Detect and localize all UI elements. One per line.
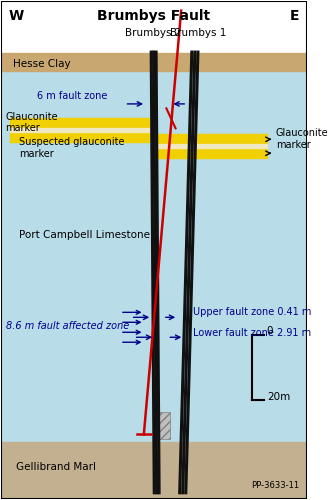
Bar <box>158 148 267 158</box>
Bar <box>10 132 149 142</box>
Text: 6 m fault zone: 6 m fault zone <box>37 92 108 102</box>
Bar <box>10 118 149 128</box>
Text: Brumbys Fault: Brumbys Fault <box>97 8 210 22</box>
Bar <box>1 70 307 442</box>
Text: Suspected glauconite
marker: Suspected glauconite marker <box>19 137 125 158</box>
Text: 0: 0 <box>267 326 273 336</box>
Text: PP-3633-11: PP-3633-11 <box>251 482 299 490</box>
Bar <box>1 53 307 70</box>
Bar <box>158 144 267 148</box>
Bar <box>1 0 307 53</box>
Text: Glauconite
marker: Glauconite marker <box>276 128 329 150</box>
Bar <box>158 134 267 144</box>
Text: 8.6 m fault affected zone: 8.6 m fault affected zone <box>6 321 130 331</box>
Bar <box>10 128 149 132</box>
Text: Brumbys 1: Brumbys 1 <box>170 28 226 38</box>
Text: Brumbys 2: Brumbys 2 <box>126 28 182 38</box>
Text: Gellibrand Marl: Gellibrand Marl <box>16 462 96 472</box>
Text: E: E <box>290 8 299 22</box>
Text: W: W <box>8 8 24 22</box>
Text: Upper fault zone 0.41 m: Upper fault zone 0.41 m <box>193 308 312 318</box>
Text: Glauconite
marker: Glauconite marker <box>5 112 58 133</box>
Bar <box>1 442 307 500</box>
Text: Hesse Clay: Hesse Clay <box>13 59 70 69</box>
Text: 20m: 20m <box>267 392 290 402</box>
Text: Port Campbell Limestone: Port Campbell Limestone <box>19 230 150 240</box>
Text: Lower fault zone 2.91 m: Lower fault zone 2.91 m <box>193 328 312 338</box>
Bar <box>155 412 170 440</box>
